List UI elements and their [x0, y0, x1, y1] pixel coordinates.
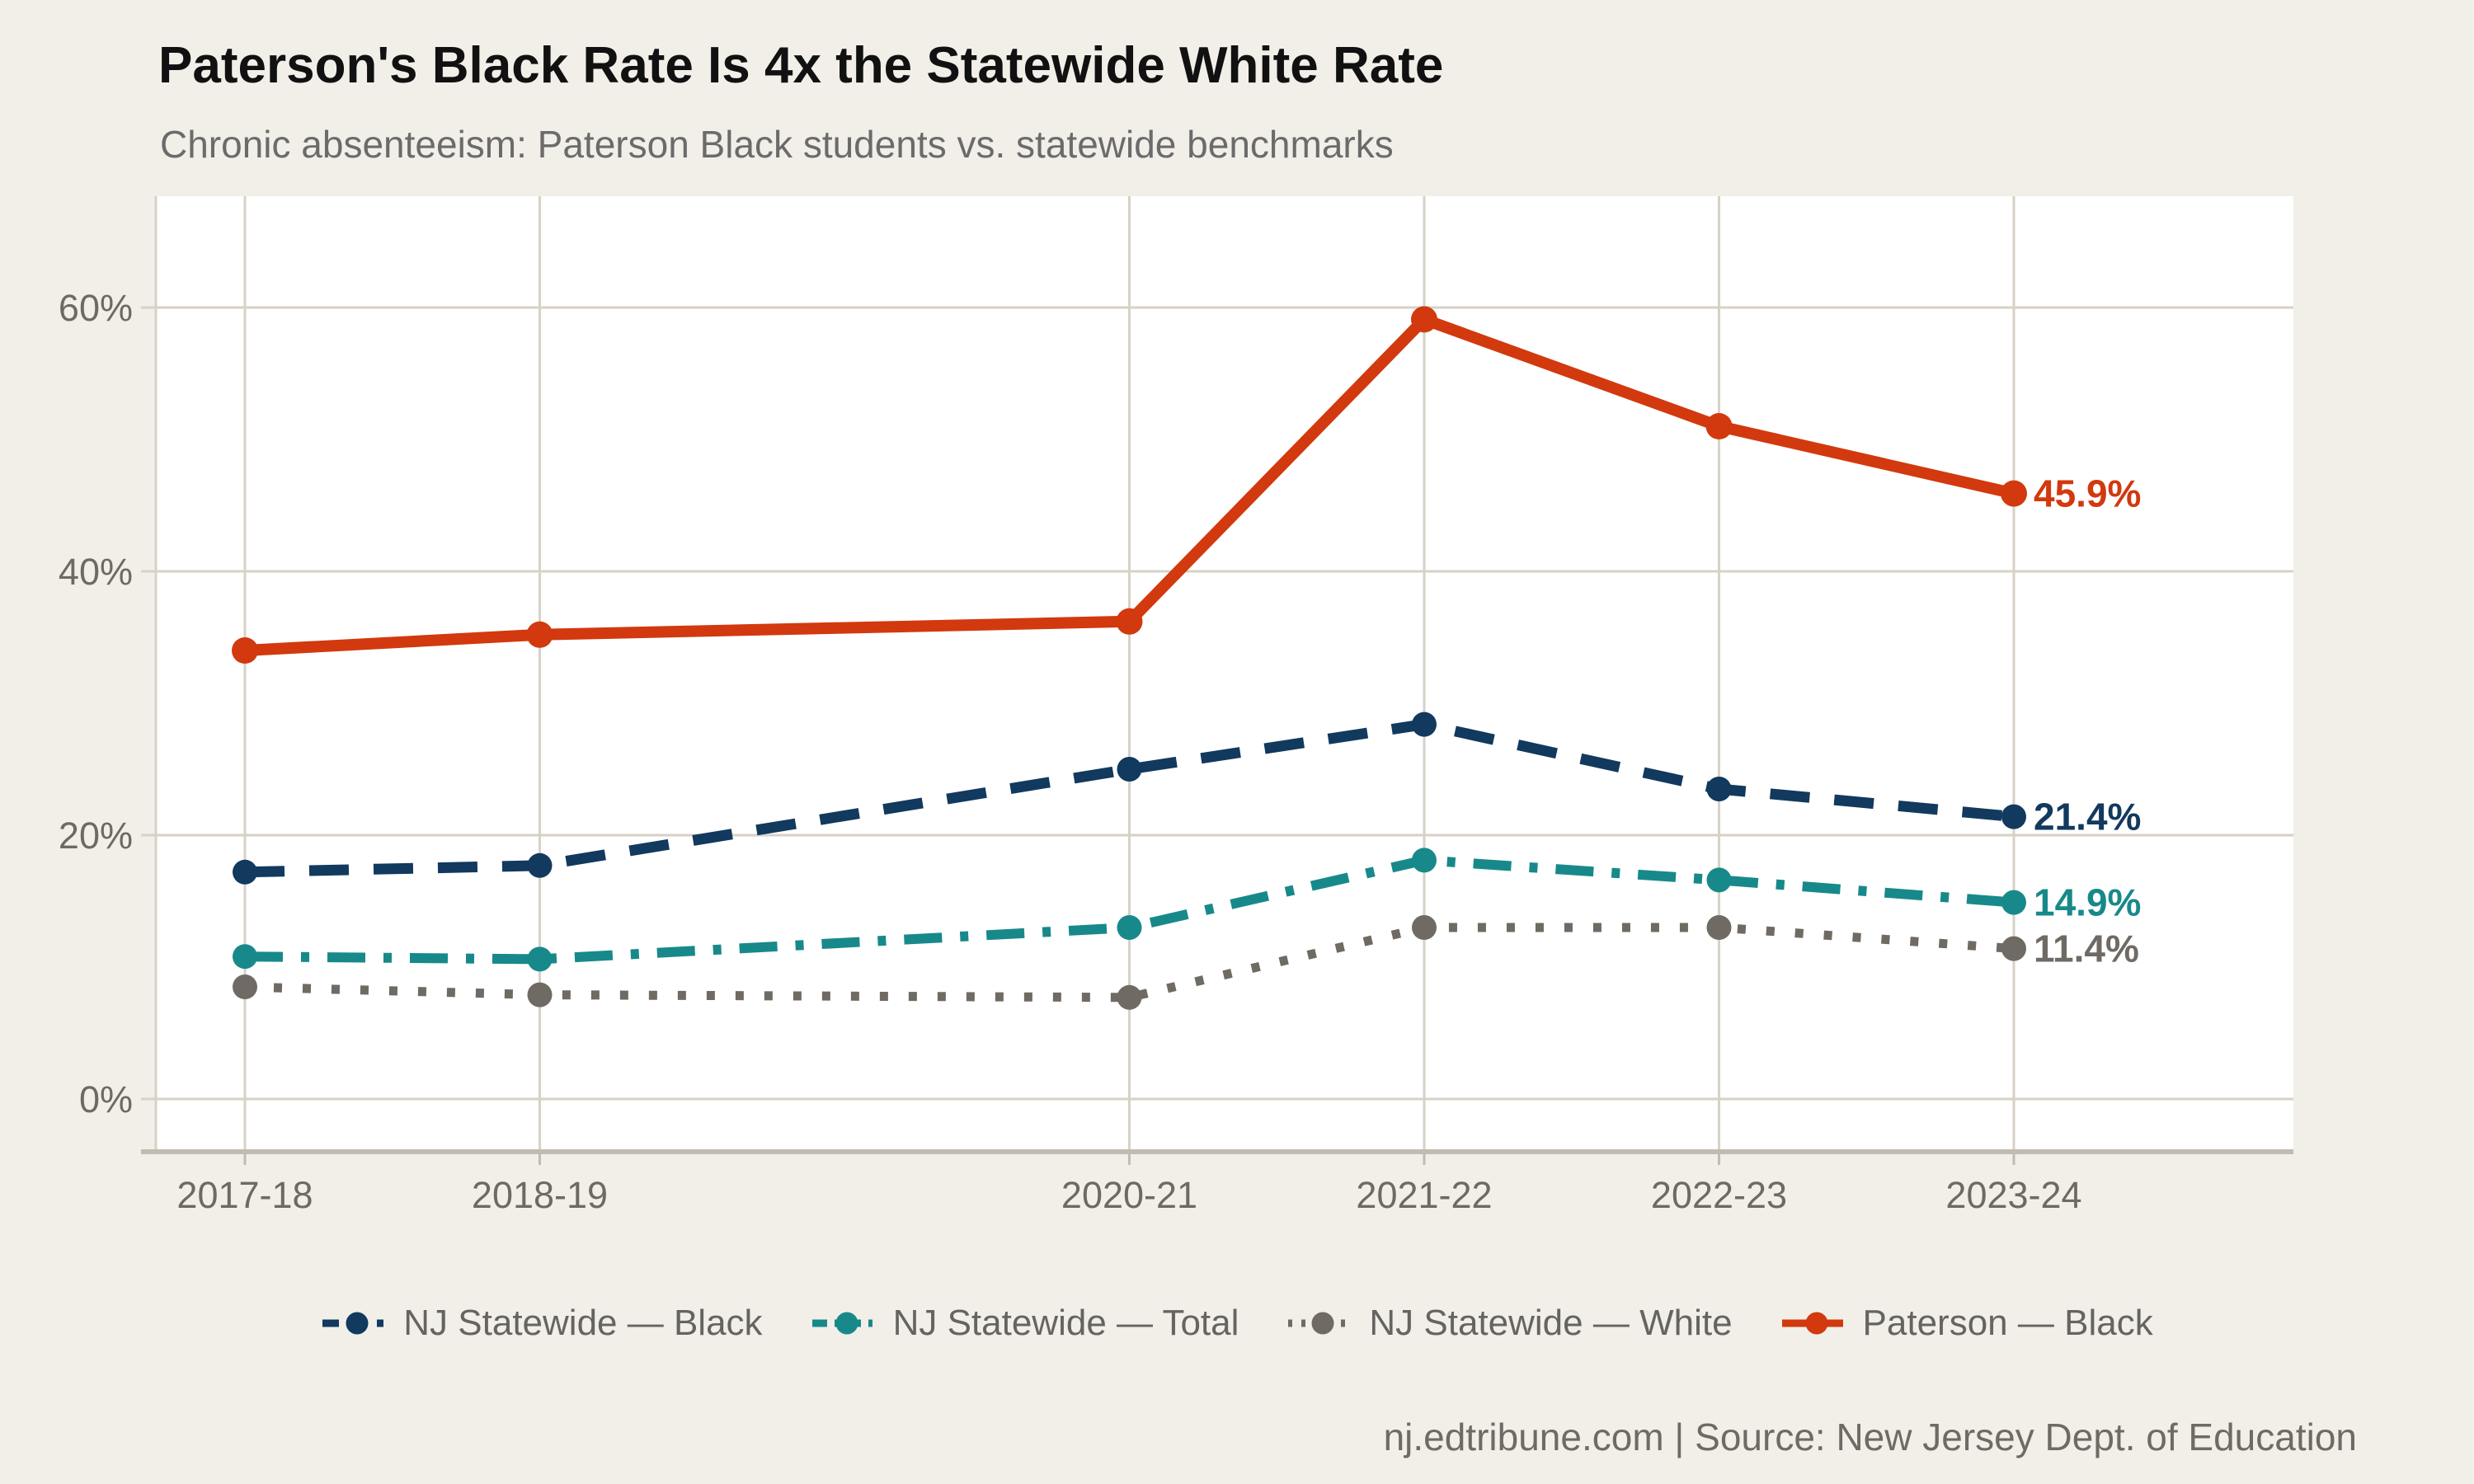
legend-dot-nj-statewide-total [835, 1312, 858, 1335]
data-point-paterson-black-2022-23 [1705, 413, 1733, 439]
data-point-nj-statewide-total-2023-24 [2001, 890, 2026, 915]
chart-title: Paterson's Black Rate Is 4x the Statewid… [158, 37, 1444, 94]
axis-label-y-60: 60% [59, 287, 133, 329]
attribution: nj.edtribune.com | Source: New Jersey De… [1383, 1416, 2357, 1458]
data-point-nj-statewide-total-2018-19 [527, 946, 553, 972]
data-point-nj-statewide-total-2020-21 [1117, 915, 1142, 940]
legend-dot-nj-statewide-black [346, 1312, 369, 1335]
legend-marker-nj-statewide-white-icon [1288, 1312, 1350, 1335]
legend-dot-nj-statewide-white [1311, 1312, 1334, 1335]
legend: NJ Statewide — Black NJ Statewide — Total… [0, 1296, 2474, 1350]
data-point-paterson-black-2017-18 [232, 637, 258, 664]
data-point-paterson-black-2020-21 [1116, 608, 1143, 635]
data-point-nj-statewide-white-2017-18 [233, 974, 257, 999]
data-point-paterson-black-2023-24 [2001, 480, 2027, 507]
axis-label-x-2018-19: 2018-19 [472, 1174, 608, 1216]
data-point-nj-statewide-total-2021-22 [1412, 848, 1437, 873]
legend-marker-paterson-black-icon [1781, 1312, 1843, 1335]
axis-label-y-0: 0% [79, 1078, 133, 1120]
data-point-nj-statewide-white-2020-21 [1117, 984, 1142, 1010]
plot-area [156, 196, 2293, 1150]
axis-label-x-2017-18: 2017-18 [176, 1174, 313, 1216]
axis-label-x-2023-24: 2023-24 [1945, 1174, 2081, 1216]
end-label-nj-statewide-white: 11.4% [2034, 928, 2139, 970]
axis-label-x-2021-22: 2021-22 [1356, 1174, 1492, 1216]
data-point-nj-statewide-white-2022-23 [1706, 915, 1732, 940]
data-point-paterson-black-2018-19 [526, 621, 553, 648]
series-line-paterson-black [244, 313, 2015, 656]
data-point-nj-statewide-black-2022-23 [1706, 777, 1732, 801]
data-point-nj-statewide-black-2017-18 [233, 859, 257, 885]
series-line-nj-statewide-white [244, 923, 2015, 1003]
end-label-paterson-black: 45.9% [2034, 472, 2141, 515]
legend-marker-nj-statewide-black-icon [322, 1312, 384, 1335]
legend-label-nj-statewide-black: NJ Statewide — Black [403, 1303, 763, 1343]
legend-label-nj-statewide-total: NJ Statewide — Total [892, 1303, 1239, 1343]
legend-item-paterson-black: Paterson — Black [1780, 1303, 2153, 1344]
data-point-nj-statewide-total-2022-23 [1706, 867, 1732, 893]
axis-label-y-40: 40% [59, 551, 133, 593]
chart-subtitle: Chronic absenteeism: Paterson Black stud… [160, 123, 1394, 166]
legend-marker-nj-statewide-total-icon [811, 1312, 873, 1335]
data-point-nj-statewide-black-2020-21 [1117, 757, 1142, 782]
end-label-nj-statewide-total: 14.9% [2034, 881, 2141, 924]
legend-item-nj-statewide-black: NJ Statewide — Black [321, 1303, 763, 1344]
legend-dot-paterson-black [1805, 1312, 1828, 1335]
legend-item-nj-statewide-white: NJ Statewide — White [1286, 1303, 1733, 1344]
data-point-nj-statewide-black-2021-22 [1412, 711, 1437, 737]
axis-label-x-2020-21: 2020-21 [1061, 1174, 1197, 1216]
data-point-nj-statewide-white-2023-24 [2001, 936, 2026, 961]
data-point-nj-statewide-white-2018-19 [527, 982, 553, 1007]
legend-item-nj-statewide-total: NJ Statewide — Total [811, 1303, 1239, 1344]
data-point-nj-statewide-total-2017-18 [233, 944, 257, 970]
legend-label-paterson-black: Paterson — Black [1862, 1303, 2153, 1343]
data-point-nj-statewide-black-2023-24 [2001, 804, 2026, 829]
data-point-nj-statewide-white-2021-22 [1412, 915, 1437, 940]
end-label-nj-statewide-black: 21.4% [2034, 796, 2141, 838]
axis-label-y-20: 20% [59, 815, 133, 857]
data-point-nj-statewide-black-2018-19 [527, 852, 553, 878]
axis-label-x-2022-23: 2022-23 [1651, 1174, 1787, 1216]
data-point-paterson-black-2021-22 [1411, 306, 1437, 333]
series-line-nj-statewide-black [244, 719, 2015, 878]
legend-label-nj-statewide-white: NJ Statewide — White [1369, 1303, 1733, 1343]
